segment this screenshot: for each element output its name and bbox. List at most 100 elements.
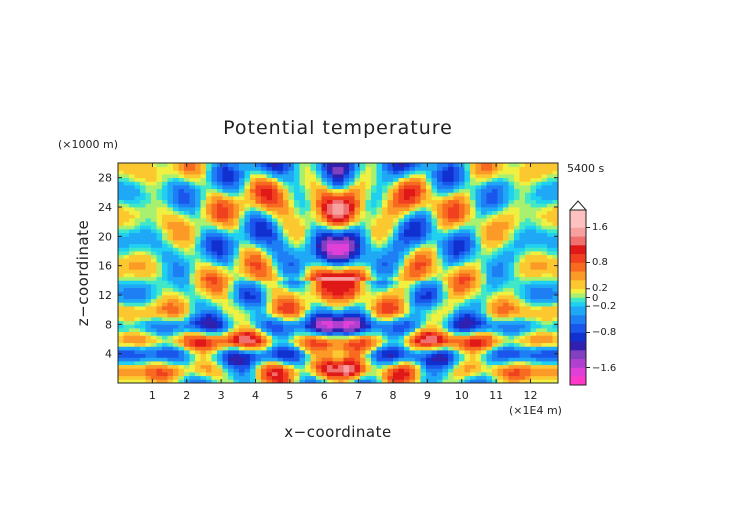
heatmap-cell xyxy=(167,232,174,237)
heatmap-cell xyxy=(415,207,421,212)
heatmap-cell xyxy=(393,306,399,311)
heatmap-cell xyxy=(145,361,152,366)
heatmap-cell xyxy=(200,174,207,179)
heatmap-cell xyxy=(519,236,526,241)
heatmap-cell xyxy=(162,221,168,226)
heatmap-cell xyxy=(376,302,383,307)
heatmap-cell xyxy=(272,265,278,270)
heatmap-cell xyxy=(420,298,427,303)
heatmap-cell xyxy=(310,317,317,322)
heatmap-cell xyxy=(547,225,553,230)
heatmap-cell xyxy=(387,364,394,369)
heatmap-cell xyxy=(228,265,234,270)
heatmap-cell xyxy=(239,262,245,267)
heatmap-cell xyxy=(354,196,361,201)
x-tick-label: 6 xyxy=(321,389,328,402)
heatmap-cell xyxy=(503,240,509,245)
heatmap-cell xyxy=(222,196,229,201)
heatmap-cell xyxy=(459,185,465,190)
heatmap-cell xyxy=(503,331,509,336)
heatmap-cell xyxy=(310,251,317,256)
heatmap-cell xyxy=(206,229,212,234)
heatmap-cell xyxy=(222,240,229,245)
heatmap-cell xyxy=(222,342,229,347)
heatmap-cell xyxy=(525,317,531,322)
heatmap-cell xyxy=(123,364,130,369)
heatmap-cell xyxy=(118,361,124,366)
heatmap-cell xyxy=(250,247,256,252)
heatmap-cell xyxy=(316,258,322,263)
heatmap-cell xyxy=(470,346,476,351)
heatmap-cell xyxy=(327,170,333,175)
heatmap-cell xyxy=(519,291,526,296)
heatmap-cell xyxy=(310,287,317,292)
heatmap-cell xyxy=(261,339,267,344)
heatmap-cell xyxy=(156,364,163,369)
heatmap-cell xyxy=(178,353,185,358)
heatmap-cell xyxy=(431,240,438,245)
heatmap-cell xyxy=(134,196,141,201)
heatmap-cell xyxy=(217,258,223,263)
heatmap-cell xyxy=(129,379,135,383)
heatmap-cell xyxy=(453,258,460,263)
heatmap-cell xyxy=(547,372,553,377)
heatmap-cell xyxy=(211,287,218,292)
heatmap-cell xyxy=(189,357,196,362)
heatmap-cell xyxy=(486,317,493,322)
heatmap-cell xyxy=(288,291,295,296)
heatmap-cell xyxy=(398,295,405,300)
heatmap-cell xyxy=(409,196,416,201)
heatmap-cell xyxy=(393,229,399,234)
heatmap-cell xyxy=(354,284,361,289)
heatmap-cell xyxy=(525,295,531,300)
heatmap-cell xyxy=(244,364,251,369)
heatmap-cell xyxy=(343,166,350,171)
heatmap-cell xyxy=(409,229,416,234)
heatmap-cell xyxy=(475,166,482,171)
heatmap-cell xyxy=(167,210,174,215)
heatmap-cell xyxy=(189,262,196,267)
heatmap-cell xyxy=(360,174,366,179)
heatmap-cell xyxy=(530,265,537,270)
heatmap-cell xyxy=(184,247,190,252)
heatmap-cell xyxy=(343,287,350,292)
heatmap-cell xyxy=(415,166,421,171)
heatmap-cell xyxy=(118,192,124,197)
heatmap-cell xyxy=(140,324,146,329)
heatmap-cell xyxy=(140,199,146,204)
heatmap-cell xyxy=(475,379,482,383)
heatmap-cell xyxy=(266,346,273,351)
x-tick-label: 10 xyxy=(455,389,469,402)
heatmap-cell xyxy=(294,218,300,223)
heatmap-cell xyxy=(167,313,174,318)
heatmap-cell xyxy=(360,229,366,234)
heatmap-cell xyxy=(547,280,553,285)
heatmap-cell xyxy=(250,309,256,314)
heatmap-cell xyxy=(530,170,537,175)
heatmap-cell xyxy=(178,276,185,281)
heatmap-cell xyxy=(261,298,267,303)
heatmap-cell xyxy=(299,375,306,380)
heatmap-cell xyxy=(123,262,130,267)
heatmap-cell xyxy=(552,251,558,256)
heatmap-cell xyxy=(305,207,311,212)
heatmap-cell xyxy=(327,265,333,270)
heatmap-cell xyxy=(250,229,256,234)
heatmap-cell xyxy=(365,218,372,223)
colorbar-level xyxy=(570,253,586,263)
heatmap-cell xyxy=(134,203,141,208)
heatmap-cell xyxy=(316,218,322,223)
heatmap-cell xyxy=(123,335,130,340)
heatmap-cell xyxy=(277,280,284,285)
heatmap-cell xyxy=(211,199,218,204)
heatmap-cell xyxy=(453,218,460,223)
heatmap-cell xyxy=(354,346,361,351)
heatmap-cell xyxy=(497,357,504,362)
heatmap-cell xyxy=(140,196,146,201)
heatmap-cell xyxy=(464,276,471,281)
heatmap-cell xyxy=(294,166,300,171)
heatmap-cell xyxy=(514,229,520,234)
heatmap-cell xyxy=(151,214,157,219)
heatmap-cell xyxy=(442,324,449,329)
heatmap-cell xyxy=(156,185,163,190)
